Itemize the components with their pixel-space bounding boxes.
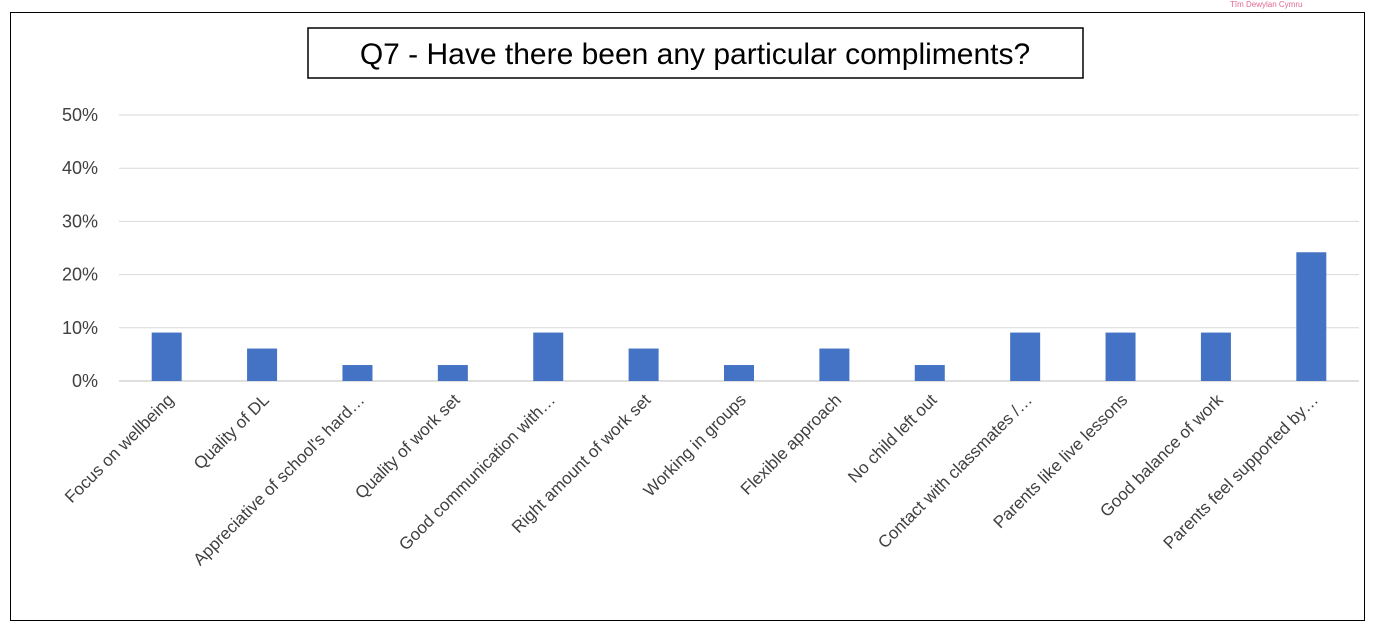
y-tick-label: 0% [72, 371, 98, 391]
x-category-label: Flexible approach [737, 390, 845, 498]
bars [151, 252, 1327, 381]
bar [437, 365, 468, 381]
bar [914, 365, 945, 381]
y-tick-label: 20% [62, 265, 98, 285]
title-border [307, 27, 1084, 79]
bar [819, 348, 850, 381]
chart-title-box: Q7 - Have there been any particular comp… [307, 27, 1084, 79]
bar [1296, 252, 1327, 381]
x-category-label: Quality of work set [351, 390, 464, 503]
x-category-label: Focus on wellbeing [61, 390, 177, 506]
y-tick-label: 50% [62, 105, 98, 125]
chart-container: 0% 10% 20% 30% 40% 50% Focus on wellbeing Qual… [10, 12, 1365, 621]
bar-chart: 0%10%20%30%40%50% Focus on wellbeing Qual… [61, 27, 1359, 569]
y-tick-label: 10% [62, 318, 98, 338]
bar [628, 348, 659, 381]
x-category-label: Contact with classmates /… [874, 390, 1036, 552]
bar [724, 365, 754, 381]
logo-wordmark: Tîm Dewylan Cymru [1230, 0, 1303, 9]
gridlines [119, 114, 1359, 382]
bar [342, 365, 373, 381]
x-category-label: Good communication with… [395, 390, 559, 554]
bar [151, 332, 182, 381]
bar [1010, 332, 1041, 381]
bar [533, 332, 564, 381]
y-tick-label: 30% [62, 211, 98, 231]
bar [1105, 332, 1136, 381]
x-category-label: Working in groups [640, 390, 750, 500]
bar [247, 348, 278, 381]
x-axis-categories: Focus on wellbeing Quality of DLAppreciat… [61, 390, 1322, 569]
x-category-label: Quality of DL [190, 390, 273, 473]
bar [1200, 332, 1231, 381]
chart-title: Q7 - Have there been any particular comp… [360, 38, 1030, 71]
x-category-label: Appreciative of school's hard… [190, 390, 369, 569]
x-category-label: No child left out [844, 390, 940, 486]
x-category-label: Parents feel supported by… [1160, 390, 1322, 552]
y-axis-ticks: 0% 10% 20% 30% 40% 50% [62, 105, 98, 391]
y-tick-label: 40% [62, 158, 98, 178]
